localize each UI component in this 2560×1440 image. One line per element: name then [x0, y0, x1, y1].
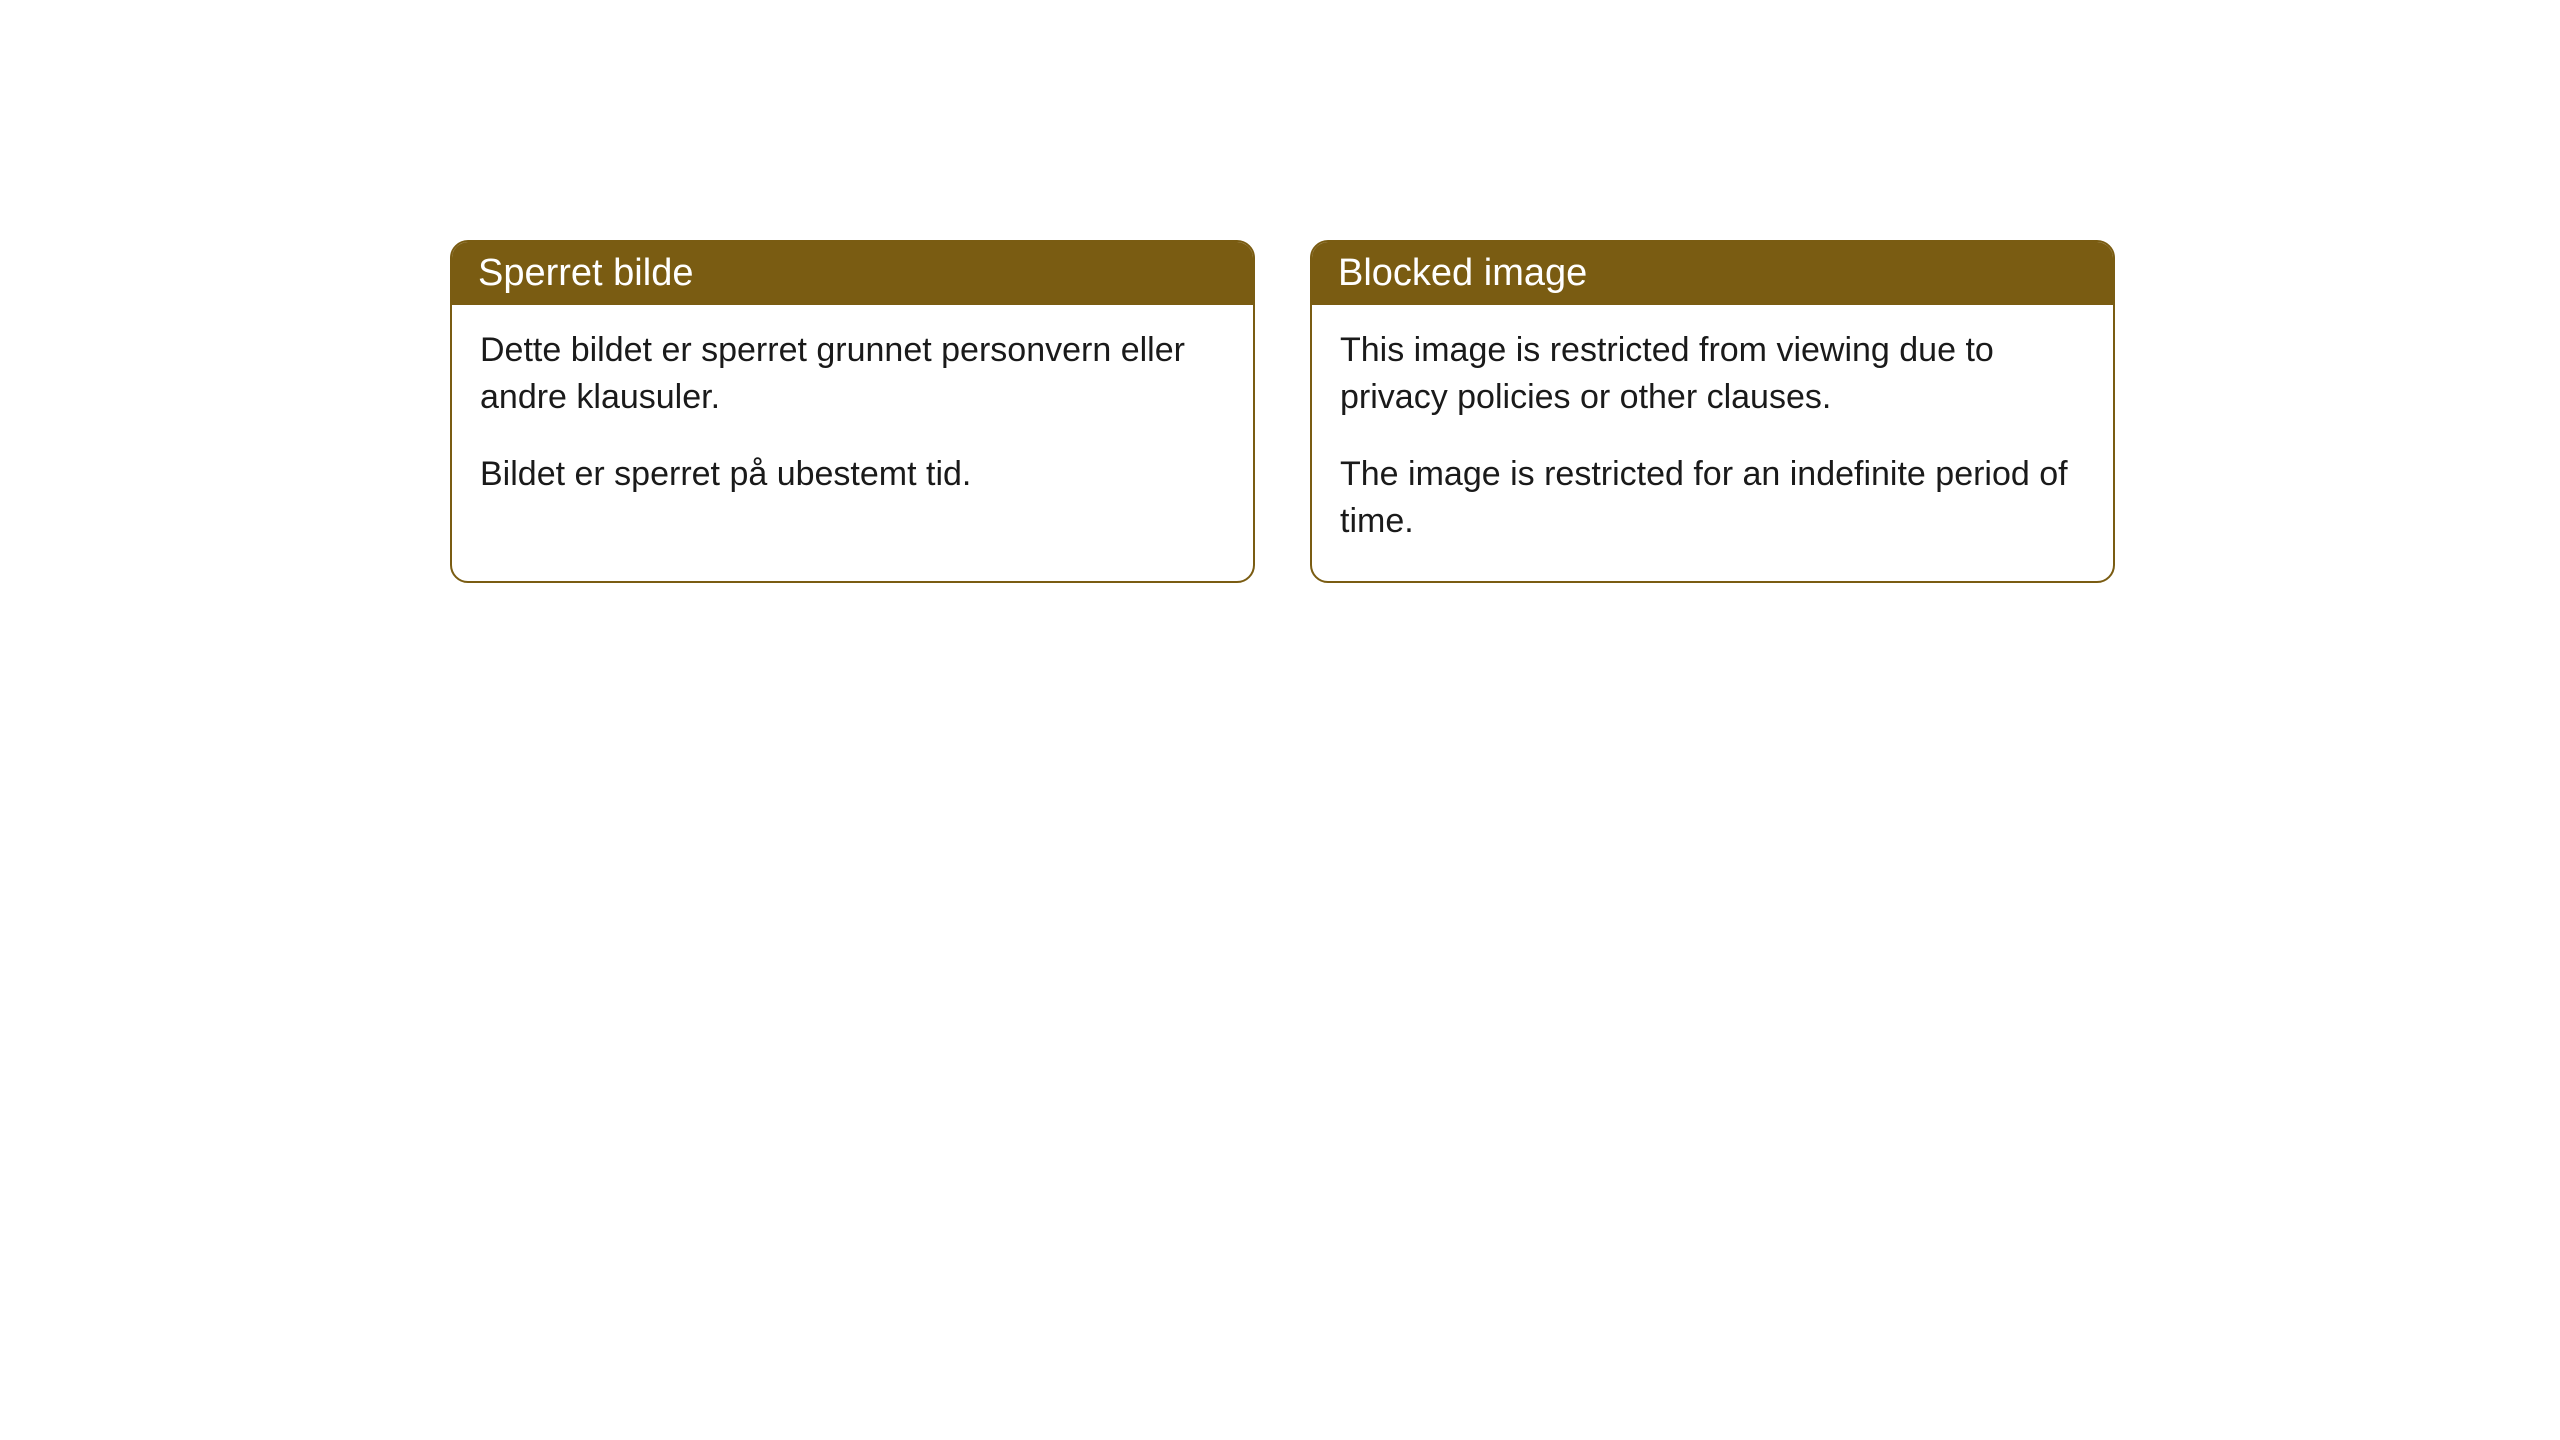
- card-paragraph: Dette bildet er sperret grunnet personve…: [480, 327, 1225, 421]
- card-paragraph: Bildet er sperret på ubestemt tid.: [480, 451, 1225, 498]
- card-body-norwegian: Dette bildet er sperret grunnet personve…: [452, 305, 1253, 534]
- card-paragraph: The image is restricted for an indefinit…: [1340, 451, 2085, 545]
- card-paragraph: This image is restricted from viewing du…: [1340, 327, 2085, 421]
- notice-card-norwegian: Sperret bilde Dette bildet er sperret gr…: [450, 240, 1255, 583]
- card-title: Blocked image: [1338, 252, 1587, 294]
- card-body-english: This image is restricted from viewing du…: [1312, 305, 2113, 581]
- card-header-norwegian: Sperret bilde: [452, 242, 1253, 305]
- card-header-english: Blocked image: [1312, 242, 2113, 305]
- card-title: Sperret bilde: [478, 252, 693, 294]
- notice-cards-container: Sperret bilde Dette bildet er sperret gr…: [450, 240, 2115, 583]
- notice-card-english: Blocked image This image is restricted f…: [1310, 240, 2115, 583]
